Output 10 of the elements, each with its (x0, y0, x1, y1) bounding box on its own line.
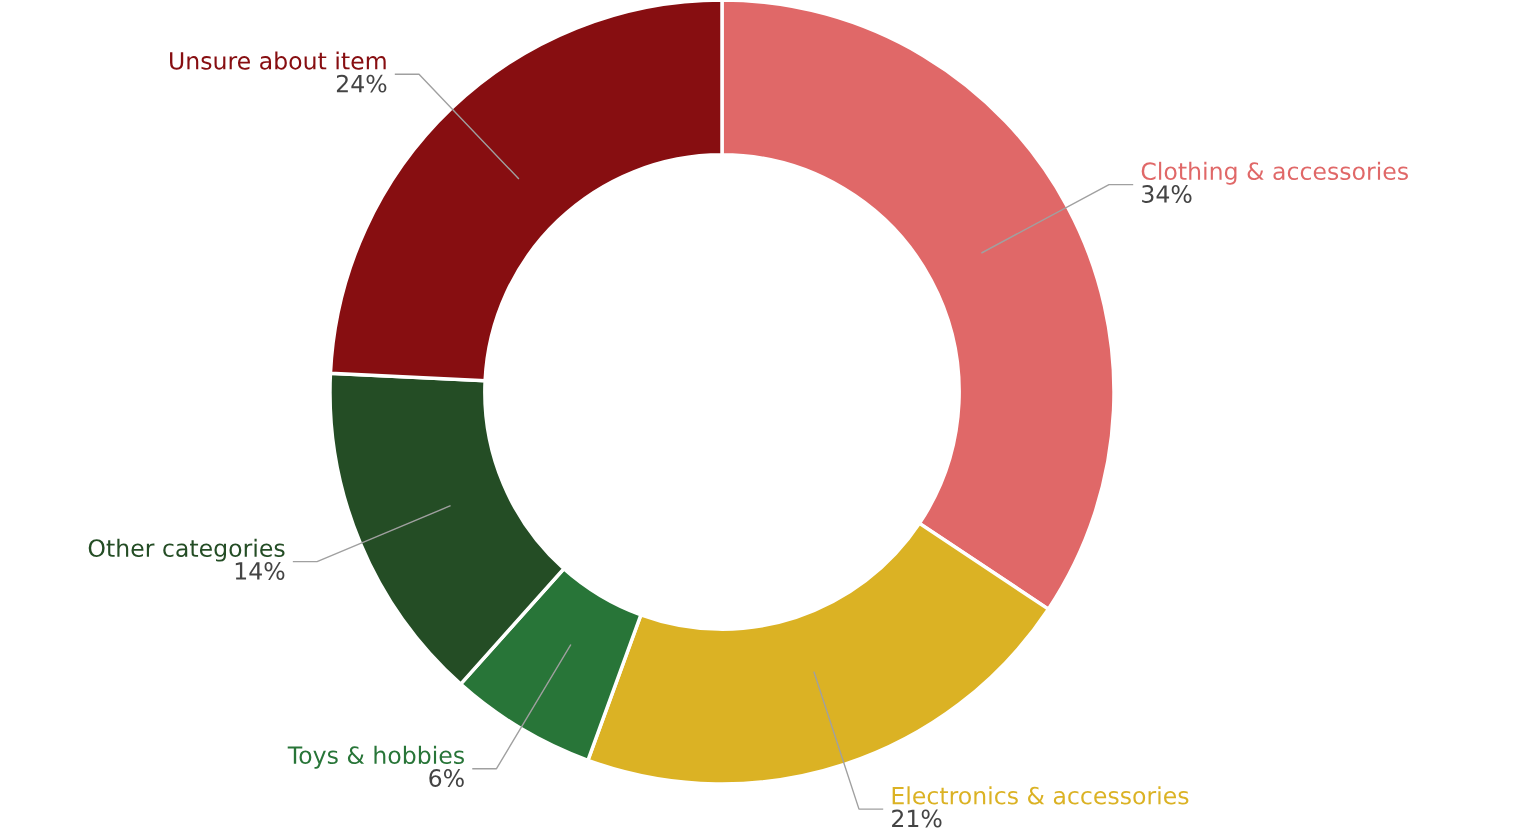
data-label: 6% (429, 769, 464, 787)
slice-label: Electronics & accessories (892, 786, 1189, 805)
slice-label: Clothing & accessories (1141, 161, 1408, 185)
slice-label: Unsure about item (170, 51, 386, 70)
data-label: 24% (336, 74, 387, 93)
data-label: 14% (235, 562, 285, 580)
slice-label: Toys & hobbies (287, 745, 464, 769)
data-label: 21% (892, 809, 942, 828)
slice-label: Other categories (88, 538, 285, 562)
data-label: 34% (1142, 185, 1192, 203)
